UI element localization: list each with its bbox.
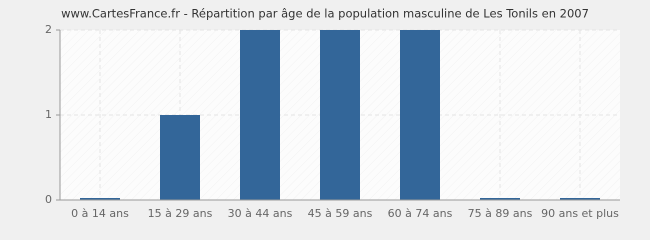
bar [80,198,120,200]
x-tick-label: 90 ans et plus [541,207,619,220]
bar [560,198,600,200]
bar [480,198,520,200]
x-tick-label: 30 à 44 ans [228,207,293,220]
x-tick-label: 60 à 74 ans [388,207,453,220]
y-tick-label: 0 [45,193,52,206]
bar [320,30,360,200]
x-tick-label: 45 à 59 ans [308,207,373,220]
bar [400,30,440,200]
chart-title: www.CartesFrance.fr - Répartition par âg… [61,7,589,21]
bar [160,115,200,200]
x-tick-label: 75 à 89 ans [468,207,533,220]
y-tick-label: 2 [45,23,52,36]
bar [240,30,280,200]
y-tick-label: 1 [45,108,52,121]
chart: www.CartesFrance.fr - Répartition par âg… [45,6,620,220]
x-tick-label: 15 à 29 ans [148,207,213,220]
x-tick-label: 0 à 14 ans [71,207,129,220]
